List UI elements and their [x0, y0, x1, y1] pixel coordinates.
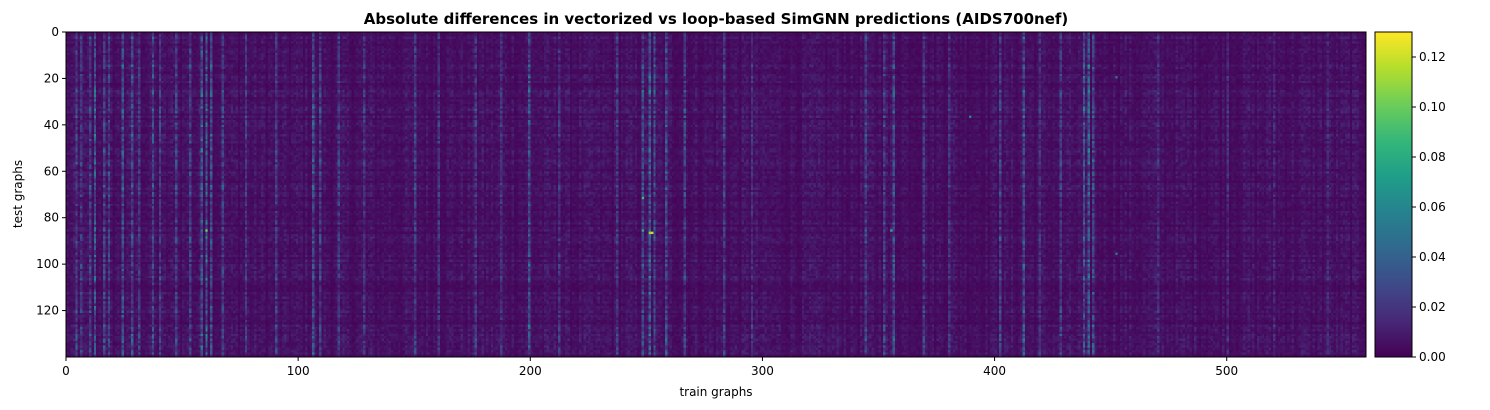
y-axis-label: test graphs — [11, 160, 25, 228]
y-tick-label: 20 — [44, 71, 59, 85]
hotspot-cell — [1115, 76, 1118, 79]
colorbar-tick-label: 0.02 — [1419, 300, 1446, 314]
hotspot-cell — [205, 229, 208, 232]
x-tick-label: 400 — [983, 364, 1006, 378]
x-tick-label: 0 — [62, 364, 70, 378]
colorbar-tick-label: 0.00 — [1419, 350, 1446, 364]
x-tick-label: 200 — [519, 364, 542, 378]
colorbar-tick-label: 0.08 — [1419, 150, 1446, 164]
hotspot-layer — [205, 76, 1118, 255]
y-tick-label: 40 — [44, 118, 59, 132]
colorbar-frame — [1374, 31, 1413, 358]
y-tick-label: 60 — [44, 164, 59, 178]
colorbar-tick-label: 0.06 — [1419, 200, 1446, 214]
colorbar-ticks: 0.00 0.02 0.04 0.06 0.08 0.10 0.12 — [1412, 50, 1446, 364]
chart-title: Absolute differences in vectorized vs lo… — [364, 10, 1069, 28]
colorbar-gradient — [1375, 32, 1412, 357]
plot-frame — [65, 31, 1367, 358]
hotspot-cell — [890, 229, 893, 232]
colorbar: 0.00 0.02 0.04 0.06 0.08 0.10 0.12 — [1374, 31, 1446, 364]
colorbar-tick-label: 0.04 — [1419, 250, 1446, 264]
colorbar-tick-label: 0.12 — [1419, 50, 1446, 64]
hotspot-cell — [1115, 252, 1118, 255]
x-axis-label: train graphs — [679, 385, 752, 399]
x-tick-label: 500 — [1215, 364, 1238, 378]
y-axis: 0 20 40 60 80 100 120 — [36, 25, 66, 318]
hotspot-cell — [648, 231, 652, 235]
heatmap-image — [66, 32, 1366, 357]
x-tick-label: 100 — [287, 364, 310, 378]
hotspot-cell — [969, 115, 972, 118]
hotspot-cell — [641, 196, 645, 200]
y-tick-label: 120 — [36, 304, 59, 318]
y-tick-label: 80 — [44, 211, 59, 225]
heatmap-area — [66, 32, 1366, 357]
colorbar-tick-label: 0.10 — [1419, 100, 1446, 114]
y-tick-label: 0 — [51, 25, 59, 39]
x-axis: 0 100 200 300 400 500 — [62, 357, 1238, 378]
hotspot-cell — [651, 231, 654, 235]
x-tick-label: 300 — [751, 364, 774, 378]
y-tick-label: 100 — [36, 257, 59, 271]
hotspot-cell — [641, 229, 645, 232]
